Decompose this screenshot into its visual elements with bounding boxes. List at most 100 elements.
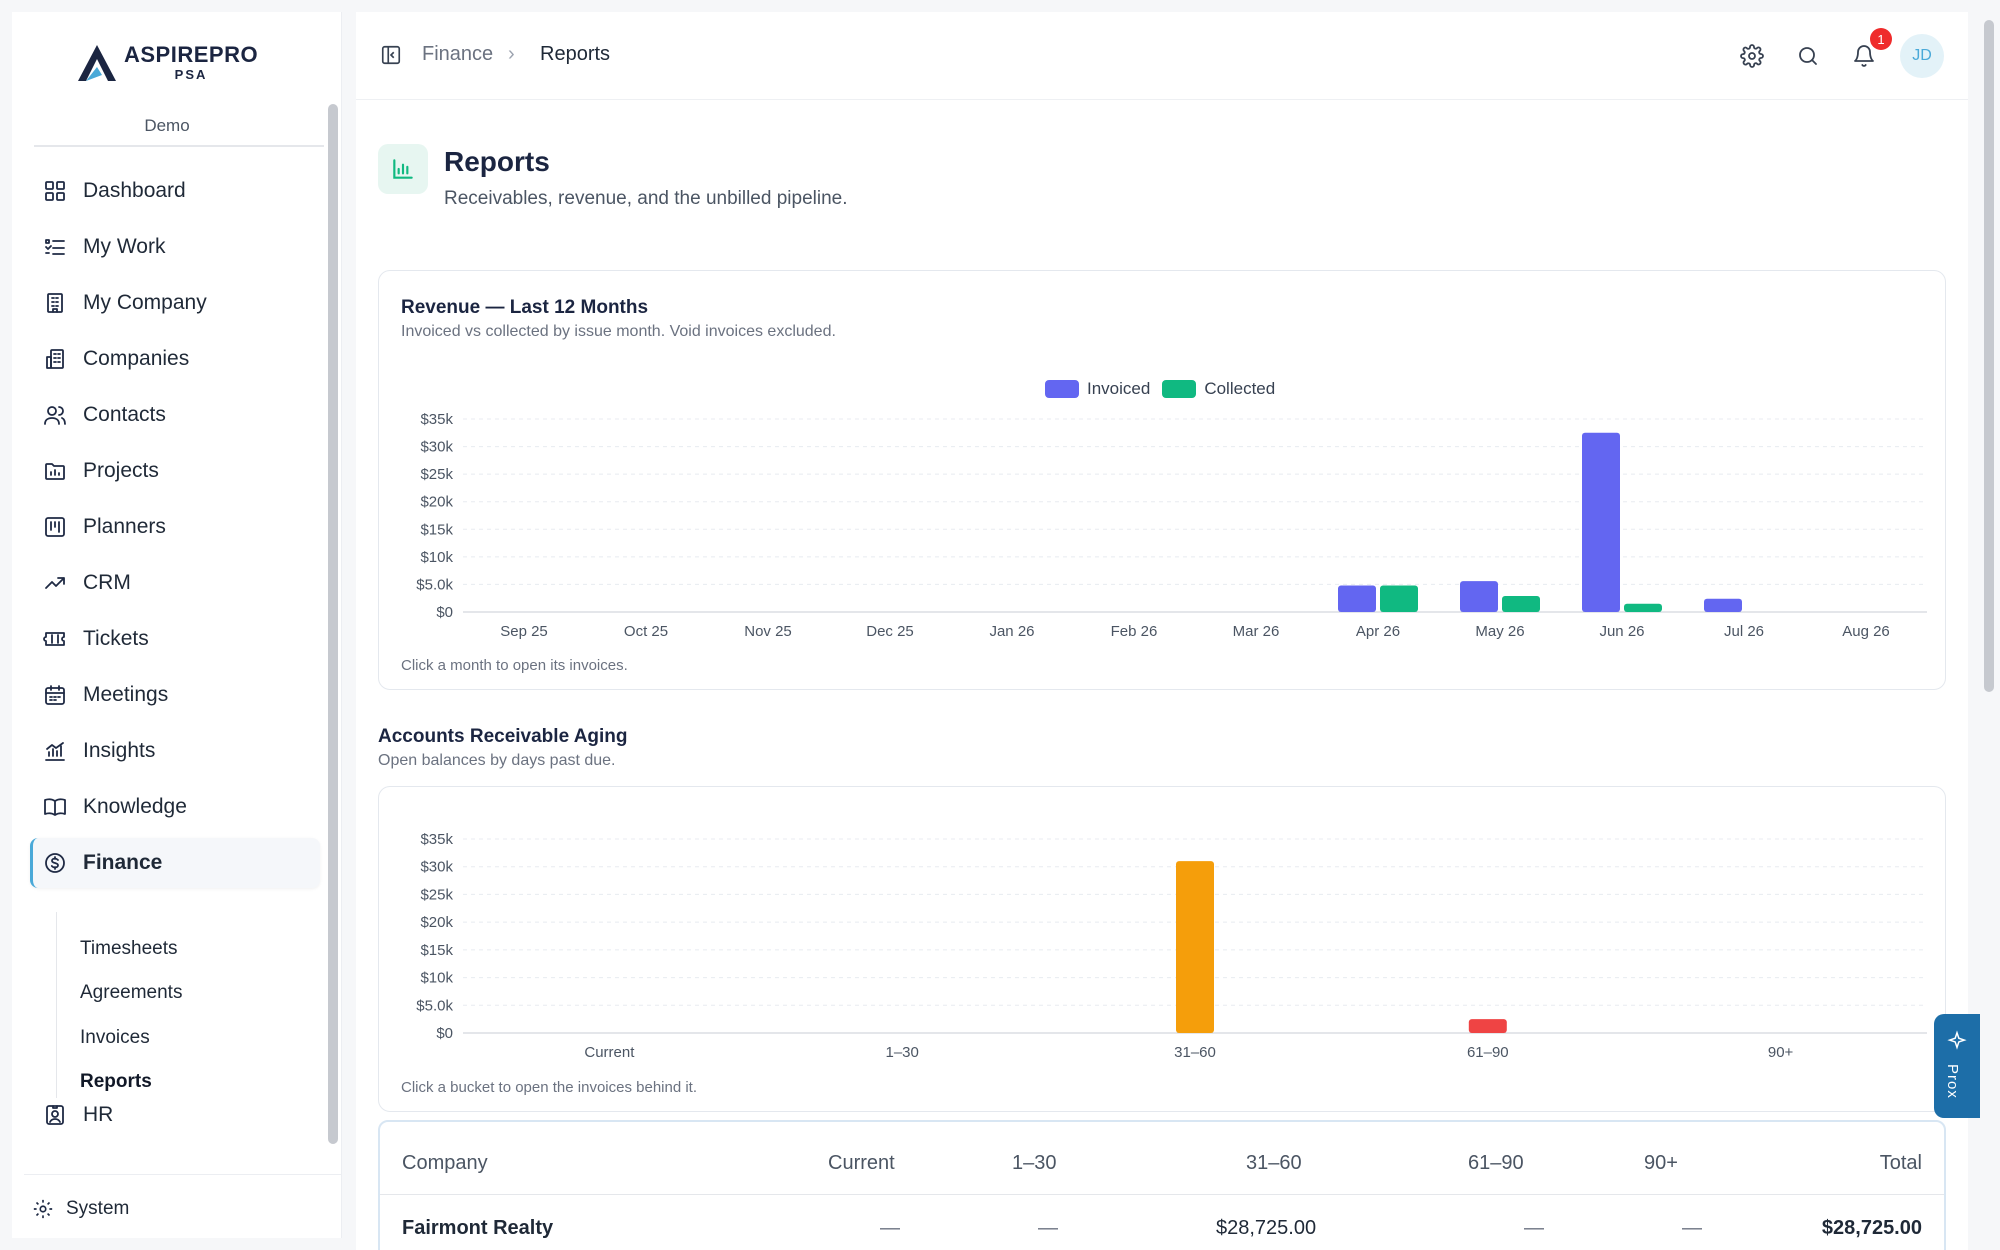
- x-tick-label: Dec 25: [866, 623, 914, 640]
- top-bar: Finance › Reports 1 JD: [356, 12, 1968, 100]
- col-90-plus[interactable]: 90+: [1644, 1152, 1678, 1174]
- divider: [34, 145, 324, 147]
- sidebar-item-label: Finance: [83, 851, 163, 874]
- x-tick-label: Jan 26: [989, 623, 1034, 640]
- sidebar-item-knowledge[interactable]: Knowledge: [30, 782, 320, 832]
- id-badge-icon: [42, 1102, 68, 1128]
- sidebar-subitem-agreements[interactable]: Agreements: [80, 982, 183, 1003]
- y-tick-label: $10k: [420, 970, 453, 987]
- bar-invoiced[interactable]: [1460, 581, 1498, 612]
- sidebar-subitem-reports[interactable]: Reports: [80, 1071, 152, 1092]
- sidebar-item-hr[interactable]: HR: [30, 1090, 320, 1140]
- bar-collected[interactable]: [1502, 596, 1540, 612]
- y-tick-label: $15k: [420, 521, 453, 538]
- row-31-60: $28,725.00: [1216, 1217, 1317, 1239]
- x-tick-label: Feb 26: [1111, 623, 1158, 640]
- x-tick-label: 1–30: [886, 1044, 919, 1061]
- y-tick-label: $5.0k: [416, 997, 453, 1014]
- list-check-icon: [42, 234, 68, 260]
- divider: [380, 1194, 1944, 1195]
- col-1-30[interactable]: 1–30: [1012, 1152, 1057, 1174]
- sidebar-item-tickets[interactable]: Tickets: [30, 614, 320, 664]
- x-tick-label: Apr 26: [1356, 623, 1400, 640]
- ticket-icon: [42, 626, 68, 652]
- x-tick-label: Sep 25: [500, 623, 548, 640]
- col-31-60[interactable]: 31–60: [1246, 1152, 1302, 1174]
- breadcrumb-finance[interactable]: Finance: [422, 43, 494, 65]
- sidebar-item-my-work[interactable]: My Work: [30, 222, 320, 272]
- prox-assistant-tab[interactable]: Prox: [1934, 1014, 1980, 1118]
- calendar-icon: [42, 682, 68, 708]
- x-tick-label: 90+: [1768, 1044, 1794, 1061]
- x-tick-label: 31–60: [1174, 1044, 1216, 1061]
- system-label: System: [66, 1198, 130, 1219]
- sidebar-item-contacts[interactable]: Contacts: [30, 390, 320, 440]
- bar-invoiced[interactable]: [1582, 432, 1620, 612]
- revenue-card: Revenue — Last 12 Months Invoiced vs col…: [378, 270, 1946, 690]
- sidebar-subitem-invoices[interactable]: Invoices: [80, 1027, 150, 1048]
- col-current[interactable]: Current: [828, 1152, 895, 1174]
- tenant-name: Demo: [144, 116, 190, 135]
- sidebar-item-dashboard[interactable]: Dashboard: [30, 166, 320, 216]
- settings-button[interactable]: [1738, 42, 1766, 70]
- col-total[interactable]: Total: [1879, 1152, 1922, 1174]
- y-tick-label: $20k: [420, 494, 453, 511]
- sidebar-item-planners[interactable]: Planners: [30, 502, 320, 552]
- row-current: —: [880, 1217, 900, 1239]
- y-tick-label: $25k: [420, 466, 453, 483]
- revenue-title: Revenue — Last 12 Months: [401, 297, 649, 318]
- y-tick-label: $25k: [420, 886, 453, 903]
- avatar[interactable]: JD: [1900, 34, 1944, 78]
- sidebar-item-meetings[interactable]: Meetings: [30, 670, 320, 720]
- row-90-plus: —: [1682, 1217, 1702, 1239]
- brand-sub: PSA: [174, 66, 208, 82]
- col-61-90[interactable]: 61–90: [1468, 1152, 1524, 1174]
- page-title: Reports: [444, 146, 550, 177]
- sidebar-item-label: My Company: [83, 291, 207, 314]
- sidebar-item-companies[interactable]: Companies: [30, 334, 320, 384]
- sidebar-scrollbar[interactable]: [328, 104, 338, 1144]
- main-scrollbar[interactable]: [1984, 20, 1994, 692]
- legend-label-invoiced: Invoiced: [1087, 379, 1151, 398]
- dashboard-icon: [42, 178, 68, 204]
- row-1-30: —: [1038, 1217, 1058, 1239]
- search-button[interactable]: [1794, 42, 1822, 70]
- sidebar-item-label: Companies: [83, 347, 190, 370]
- bar-invoiced[interactable]: [1704, 598, 1742, 612]
- revenue-chart[interactable]: $0 $5.0k $10k $15k $20k $25k $30k $35k Sep 25 Oct…: [379, 271, 1947, 691]
- notifications-button[interactable]: [1850, 42, 1878, 70]
- bar-invoiced[interactable]: [1338, 585, 1376, 612]
- sidebar-subitem-timesheets[interactable]: Timesheets: [80, 938, 178, 959]
- y-tick-label: $0: [436, 604, 453, 621]
- kanban-icon: [42, 514, 68, 540]
- notification-badge: 1: [1870, 28, 1892, 50]
- y-tick-label: $0: [436, 1025, 453, 1042]
- col-company[interactable]: Company: [402, 1152, 488, 1174]
- sidebar-item-label: HR: [83, 1103, 114, 1126]
- breadcrumb-reports: Reports: [540, 43, 611, 65]
- sidebar-item-system[interactable]: System: [32, 1198, 129, 1220]
- sidebar-item-insights[interactable]: Insights: [30, 726, 320, 776]
- bar-aging-bucket[interactable]: [1176, 861, 1214, 1033]
- sidebar-item-label: My Work: [83, 235, 166, 258]
- aging-chart[interactable]: $0 $5.0k $10k $15k $20k $25k $30k $35k Current 1–…: [379, 787, 1947, 1113]
- bar-collected[interactable]: [1624, 603, 1662, 612]
- bar-aging-bucket[interactable]: [1468, 1019, 1507, 1033]
- legend-collected[interactable]: Collected: [1162, 379, 1275, 399]
- brand-logo[interactable]: ASPIREPRO PSA: [72, 34, 258, 90]
- bar-collected[interactable]: [1380, 585, 1418, 612]
- sidebar-item-crm[interactable]: CRM: [30, 558, 320, 608]
- sidebar-toggle-button[interactable]: [380, 44, 404, 68]
- x-tick-label: Jun 26: [1599, 623, 1644, 640]
- dollar-circle-icon: [42, 850, 68, 876]
- sidebar-item-my-company[interactable]: My Company: [30, 278, 320, 328]
- divider: [24, 1174, 342, 1175]
- book-icon: [42, 794, 68, 820]
- aging-card: $0 $5.0k $10k $15k $20k $25k $30k $35k Current 1–…: [378, 786, 1946, 1112]
- row-company-name[interactable]: Fairmont Realty: [402, 1217, 554, 1239]
- sidebar-item-finance[interactable]: Finance: [30, 838, 320, 888]
- bar-chart-icon: [42, 738, 68, 764]
- legend-invoiced[interactable]: Invoiced: [1045, 379, 1150, 399]
- sidebar-item-projects[interactable]: Projects: [30, 446, 320, 496]
- brand-name: ASPIREPRO: [124, 41, 259, 67]
